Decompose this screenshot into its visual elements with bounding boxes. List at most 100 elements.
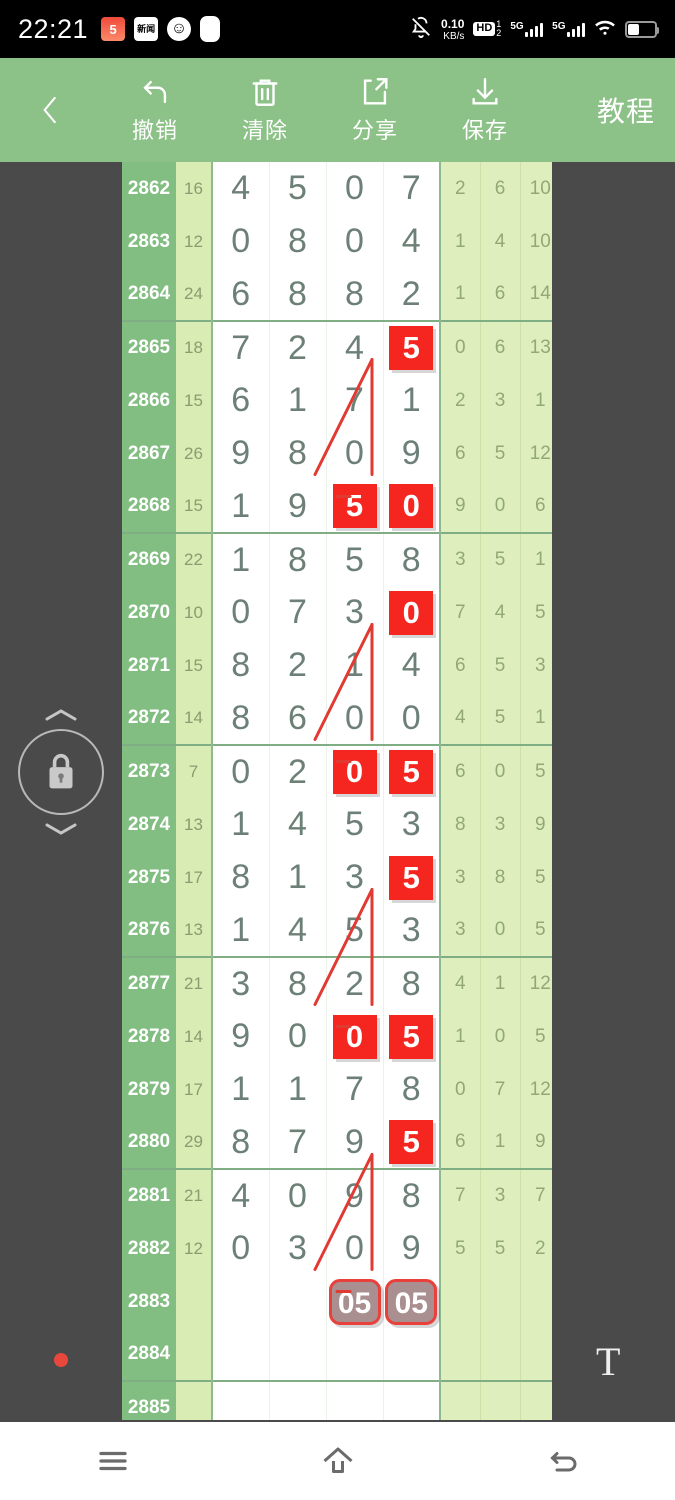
digit-cell[interactable]: 5 xyxy=(382,744,441,798)
digit-cell[interactable]: 7 xyxy=(268,586,327,639)
table-row[interactable]: 2877 21 3 8 2 8 4 1 12 xyxy=(122,956,552,1010)
digit-cell[interactable]: 5 xyxy=(325,480,384,533)
highlighted-digit[interactable]: 5 xyxy=(389,855,434,900)
digit-cell[interactable]: 8 xyxy=(325,268,384,321)
digit-cell[interactable]: 8 xyxy=(211,851,270,904)
digit-cell[interactable]: 7 xyxy=(382,162,441,215)
table-row[interactable]: 2870 10 0 7 3 0 7 4 5 xyxy=(122,586,552,639)
digit-cell[interactable]: 5 xyxy=(325,798,384,851)
table-row[interactable]: 2878 14 9 0 0 5 1 0 5 xyxy=(122,1010,552,1063)
highlighted-digit[interactable]: 5 xyxy=(389,1014,434,1059)
digit-cell[interactable]: 9 xyxy=(325,1168,384,1222)
digit-cell[interactable]: 6 xyxy=(211,268,270,321)
digit-cell[interactable]: 4 xyxy=(211,162,270,215)
highlighted-digit[interactable]: 5 xyxy=(389,750,434,794)
digit-cell[interactable]: 8 xyxy=(268,956,327,1010)
digit-cell[interactable]: 1 xyxy=(211,904,270,957)
digit-cell[interactable]: 5 xyxy=(382,320,441,374)
digit-cell[interactable] xyxy=(268,1380,327,1420)
digit-cell[interactable]: 8 xyxy=(382,532,441,586)
digit-cell[interactable]: 2 xyxy=(268,639,327,692)
digit-cell[interactable]: 0 xyxy=(268,1168,327,1222)
undo-button[interactable]: 撤销 xyxy=(100,75,210,145)
table-row[interactable]: 2867 26 9 8 0 9 6 5 12 xyxy=(122,427,552,480)
digit-cell[interactable]: 1 xyxy=(211,1063,270,1116)
digit-cell[interactable]: 05 xyxy=(325,1275,384,1328)
digit-cell[interactable]: 05 xyxy=(382,1275,441,1328)
digit-cell[interactable]: 3 xyxy=(268,1222,327,1275)
digit-cell[interactable]: 8 xyxy=(382,1063,441,1116)
digit-cell[interactable]: 8 xyxy=(382,956,441,1010)
digit-cell[interactable]: 4 xyxy=(268,798,327,851)
table-row[interactable]: 2866 15 6 1 7 1 2 3 1 xyxy=(122,374,552,427)
share-button[interactable]: 分享 xyxy=(320,75,430,145)
digit-cell[interactable]: 1 xyxy=(268,374,327,427)
highlighted-digit[interactable]: 5 xyxy=(332,484,377,528)
digit-cell[interactable]: 0 xyxy=(325,692,384,745)
table-row[interactable]: 2881 21 4 0 9 8 7 3 7 xyxy=(122,1168,552,1222)
digit-cell[interactable] xyxy=(382,1380,441,1420)
digit-cell[interactable]: 2 xyxy=(382,268,441,321)
digit-cell[interactable]: 1 xyxy=(382,374,441,427)
digit-cell[interactable]: 0 xyxy=(325,427,384,480)
text-tool-button[interactable]: T xyxy=(596,1339,621,1384)
back-icon[interactable] xyxy=(545,1443,581,1479)
digit-cell[interactable]: 9 xyxy=(211,1010,270,1063)
table-row[interactable]: 2875 17 8 1 3 5 3 8 5 xyxy=(122,851,552,904)
table-row[interactable]: 2869 22 1 8 5 8 3 5 1 xyxy=(122,532,552,586)
digit-cell[interactable]: 3 xyxy=(382,798,441,851)
digit-cell[interactable]: 9 xyxy=(268,480,327,533)
digit-cell[interactable]: 7 xyxy=(268,1116,327,1169)
home-icon[interactable] xyxy=(320,1443,356,1479)
digit-cell[interactable]: 3 xyxy=(325,586,384,639)
highlighted-digit[interactable]: 0 xyxy=(389,590,434,635)
digit-cell[interactable]: 9 xyxy=(382,427,441,480)
digit-cell[interactable] xyxy=(211,1328,270,1381)
prediction-chip[interactable]: 05 xyxy=(385,1278,438,1325)
digit-cell[interactable]: 5 xyxy=(268,162,327,215)
highlighted-digit[interactable]: 5 xyxy=(389,1120,434,1164)
digit-cell[interactable]: 0 xyxy=(325,215,384,268)
table-row[interactable]: 2865 18 7 2 4 5 0 6 13 xyxy=(122,320,552,374)
digit-cell[interactable]: 8 xyxy=(382,1168,441,1222)
table-row[interactable]: 2864 24 6 8 8 2 1 6 14 xyxy=(122,268,552,321)
digit-cell[interactable]: 8 xyxy=(211,639,270,692)
digit-cell[interactable]: 5 xyxy=(382,1116,441,1169)
digit-cell[interactable]: 0 xyxy=(325,162,384,215)
digit-cell[interactable] xyxy=(325,1328,384,1381)
digit-cell[interactable]: 1 xyxy=(211,798,270,851)
digit-cell[interactable]: 3 xyxy=(382,904,441,957)
digit-cell[interactable]: 8 xyxy=(211,1116,270,1169)
digit-cell[interactable]: 9 xyxy=(211,427,270,480)
save-button[interactable]: 保存 xyxy=(430,75,540,145)
digit-cell[interactable]: 1 xyxy=(211,532,270,586)
table-row[interactable]: 2880 29 8 7 9 5 6 1 9 xyxy=(122,1116,552,1169)
digit-cell[interactable] xyxy=(382,1328,441,1381)
digit-cell[interactable]: 0 xyxy=(325,744,384,798)
highlighted-digit[interactable]: 0 xyxy=(332,1014,377,1059)
digit-cell[interactable]: 4 xyxy=(211,1168,270,1222)
table-row[interactable]: 2883 05 05 xyxy=(122,1275,552,1328)
table-row[interactable]: 2874 13 1 4 5 3 8 3 9 xyxy=(122,798,552,851)
digit-cell[interactable]: 1 xyxy=(325,639,384,692)
digit-cell[interactable]: 0 xyxy=(382,480,441,533)
menu-icon[interactable] xyxy=(95,1443,131,1479)
table-row[interactable]: 2885 xyxy=(122,1380,552,1420)
digit-cell[interactable]: 4 xyxy=(382,639,441,692)
digit-cell[interactable]: 6 xyxy=(211,374,270,427)
digit-cell[interactable]: 0 xyxy=(211,1222,270,1275)
digit-cell[interactable]: 0 xyxy=(211,586,270,639)
back-button[interactable] xyxy=(0,93,100,127)
table-row[interactable]: 2879 17 1 1 7 8 0 7 12 xyxy=(122,1063,552,1116)
lock-button[interactable] xyxy=(18,729,104,815)
table-row[interactable]: 2862 16 4 5 0 7 2 6 10 xyxy=(122,162,552,215)
table-row[interactable]: 2863 12 0 8 0 4 1 4 10 xyxy=(122,215,552,268)
digit-cell[interactable]: 0 xyxy=(268,1010,327,1063)
table-row[interactable]: 2876 13 1 4 5 3 3 0 5 xyxy=(122,904,552,957)
digit-cell[interactable]: 1 xyxy=(211,480,270,533)
digit-cell[interactable]: 0 xyxy=(382,586,441,639)
digit-cell[interactable]: 7 xyxy=(325,1063,384,1116)
digit-cell[interactable]: 5 xyxy=(325,532,384,586)
table-row[interactable]: 2872 14 8 6 0 0 4 5 1 xyxy=(122,692,552,745)
digit-cell[interactable]: 8 xyxy=(268,427,327,480)
